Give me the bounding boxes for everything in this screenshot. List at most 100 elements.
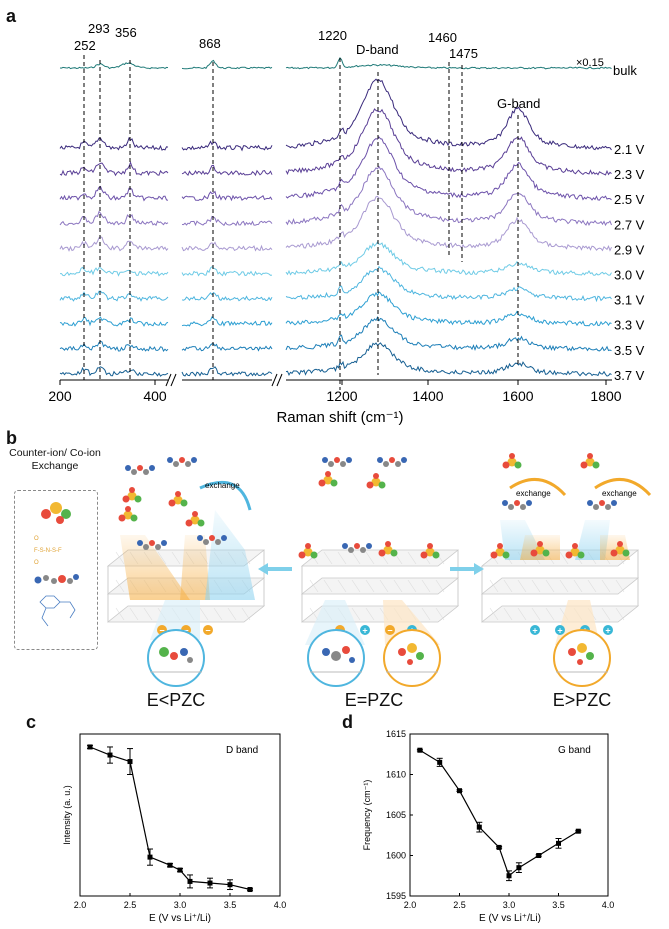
data-point [127,759,133,765]
axis-break-mark [170,373,177,387]
x-tick-label: 200 [48,388,72,404]
anion-molecule [420,543,440,559]
ion-legend-box [14,490,98,650]
data-point [147,854,153,860]
zoom-circle-left [147,629,205,687]
data-point [417,747,423,753]
peak-label-293: 293 [88,21,110,36]
spectrum-trace [181,266,273,277]
data-point [476,824,482,830]
cation-molecule [587,500,617,510]
data-point [496,844,502,850]
axis-break-mark [276,373,283,387]
x-tick-label: 3.0 [174,900,187,910]
panel-d-label: d [342,712,353,732]
exchange-arrow [199,480,252,511]
voltage-label: 3.1 V [614,293,645,308]
spectrum-trace [59,236,169,252]
graphene-layer [480,605,640,623]
spectrum-trace [181,316,273,327]
data-point [107,752,113,758]
svg-text:O: O [34,536,39,542]
anion-molecule [610,541,630,557]
svg-text:+: + [532,626,537,636]
spectrum-trace [285,265,612,303]
g-band-label: G-band [497,96,540,111]
axis-break-mark [271,373,278,387]
axis-break-mark [165,373,172,387]
panel-a-label: a [6,6,17,26]
spectrum-trace [285,136,612,201]
voltage-label: 2.9 V [614,242,645,257]
cation-molecule [377,457,407,467]
spectrum-trace [59,185,169,202]
anion-molecule [318,471,338,487]
anion-molecule [530,541,550,557]
zoom-circle-middle-blue [307,629,365,687]
data-point [506,873,512,879]
positive-charge-marker: + [603,625,613,636]
beam [120,535,190,600]
data-point [227,882,233,888]
anion-molecule [580,453,600,469]
x-tick-label: 3.5 [224,900,237,910]
spectrum-trace [181,241,273,252]
svg-text:−: − [159,626,164,636]
exchange-label: exchange [205,481,240,490]
svg-text:+: + [605,626,610,636]
anion-molecule-icon [41,502,71,524]
anion-molecule [185,511,205,527]
svg-text:−: − [205,626,210,636]
voltage-label: 3.5 V [614,343,645,358]
spectrum-trace [181,343,273,352]
x-tick-label: 3.5 [552,900,565,910]
x-tick-label: 4.0 [274,900,287,910]
y-tick-label: 1600 [386,851,406,861]
peak-label-868: 868 [199,36,221,51]
legend-text: D band [226,745,258,756]
y-tick-label: 1595 [386,891,406,901]
schematic-illustration: O F-S-N-S-F O exchange exchange exchange… [34,453,652,687]
spectrum-trace [181,190,273,202]
voltage-label: 3.3 V [614,318,645,333]
data-point [575,828,581,834]
graphene-layer [480,577,640,595]
exchange-label: exchange [602,489,637,498]
data-point [437,759,443,765]
raman-spectra-plot: 200 400 1200 1400 1600 1800 Raman shift … [48,21,645,426]
y-tick-label: 1610 [386,770,406,780]
x-tick-label: 1400 [412,388,443,404]
y-tick-label: 1605 [386,810,406,820]
x-tick-label: 3.0 [503,900,516,910]
data-line [89,746,251,891]
cation-molecule [137,540,167,550]
data-point [457,788,462,794]
x-tick-label: 2.5 [453,900,466,910]
beam [180,535,210,600]
negative-charge-marker: − [203,625,213,636]
svg-text:+: + [557,626,562,636]
x-tick-label: 1600 [502,388,533,404]
y-tick-label: 1615 [386,729,406,739]
anion-molecule [122,487,142,503]
spectrum-trace [59,316,169,327]
x-tick-label: 4.0 [602,900,615,910]
x-tick-label: 2.0 [74,900,87,910]
x-tick-label: 1800 [590,388,621,404]
spectrum-trace [60,266,169,277]
state-label-above-pzc: E>PZC [552,690,612,710]
x-tick-label: 2.5 [124,900,137,910]
x-axis-title: E (V vs Li⁺/Li) [479,913,541,924]
exchange-arrow [509,478,567,497]
anion-molecule [118,506,138,522]
exchange-arrow [594,478,652,497]
y-axis-title: Intensity (a. u.) [62,785,72,845]
peak-label-252: 252 [74,38,96,53]
voltage-label: 2.5 V [614,192,645,207]
data-point [556,840,561,846]
beam [600,535,630,560]
bulk-trace [59,62,169,70]
anion-molecule [502,453,522,469]
peak-label-1460: 1460 [428,30,457,45]
peak-label-1220: 1220 [318,28,347,43]
